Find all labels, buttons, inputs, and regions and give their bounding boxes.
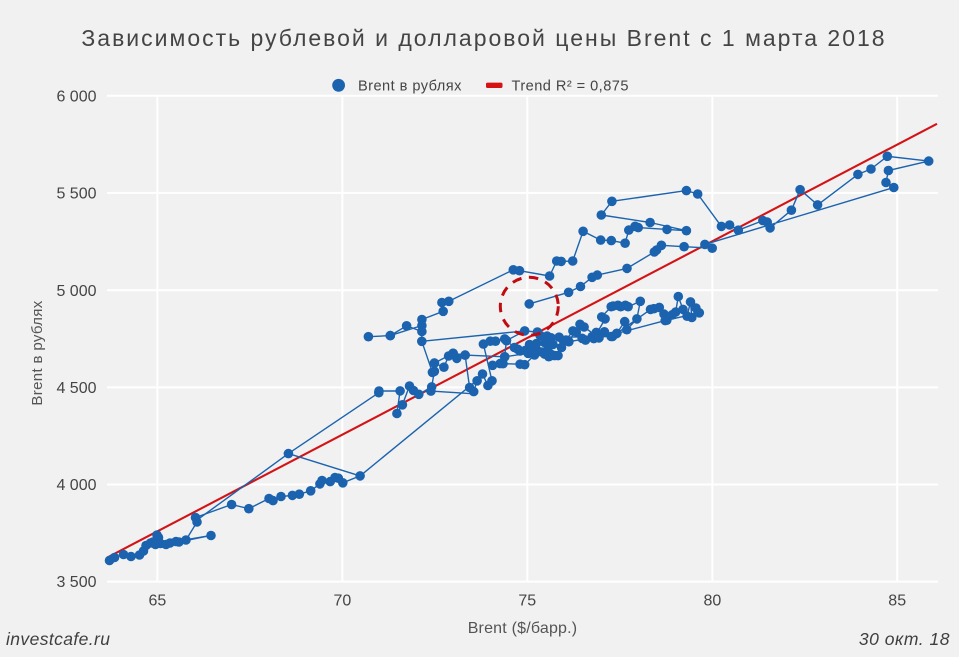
svg-text:5 500: 5 500 bbox=[56, 185, 96, 202]
svg-text:Brent в рублях: Brent в рублях bbox=[29, 300, 46, 405]
svg-text:Trend R² = 0,875: Trend R² = 0,875 bbox=[512, 79, 629, 95]
svg-text:5 000: 5 000 bbox=[56, 283, 96, 300]
svg-text:80: 80 bbox=[704, 593, 722, 610]
svg-text:30 окт. 18: 30 окт. 18 bbox=[859, 629, 950, 649]
svg-text:Зависимость рублевой и долларо: Зависимость рублевой и долларовой цены B… bbox=[81, 25, 886, 51]
svg-text:4 500: 4 500 bbox=[56, 380, 96, 397]
svg-text:6 000: 6 000 bbox=[56, 88, 96, 105]
svg-text:Brent ($/барр.): Brent ($/барр.) bbox=[468, 620, 578, 637]
svg-text:4 000: 4 000 bbox=[56, 477, 96, 494]
svg-text:85: 85 bbox=[888, 593, 906, 610]
svg-text:70: 70 bbox=[334, 593, 352, 610]
svg-text:3 500: 3 500 bbox=[56, 574, 96, 591]
svg-text:Brent в рублях: Brent в рублях bbox=[358, 79, 462, 95]
svg-text:75: 75 bbox=[518, 593, 536, 610]
svg-text:investcafe.ru: investcafe.ru bbox=[6, 629, 110, 649]
svg-text:65: 65 bbox=[149, 593, 167, 610]
